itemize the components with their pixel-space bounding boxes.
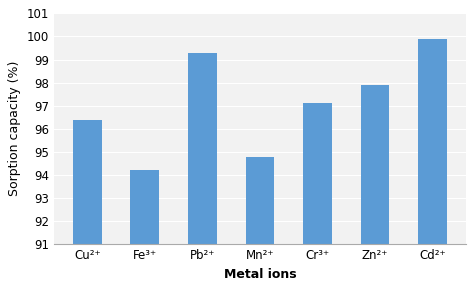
Y-axis label: Sorption capacity (%): Sorption capacity (%) [9,61,21,197]
Bar [188,53,217,244]
Bar [361,85,390,244]
X-axis label: Metal ions: Metal ions [224,268,296,281]
Bar [246,157,274,244]
Bar [73,120,101,244]
Bar [130,170,159,244]
Bar [418,39,447,244]
Bar [303,103,332,244]
